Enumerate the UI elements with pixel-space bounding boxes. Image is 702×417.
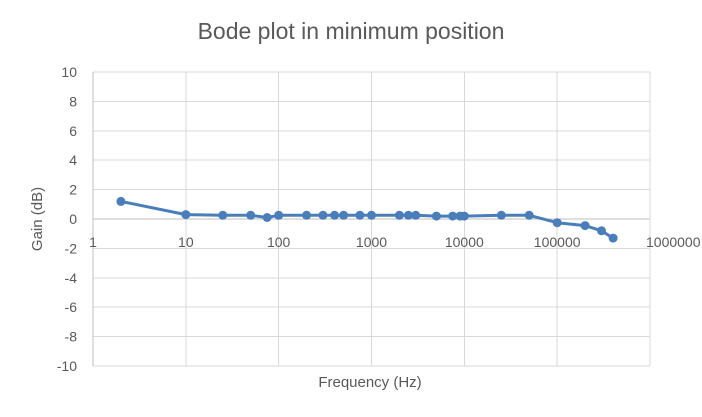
data-point bbox=[431, 211, 441, 221]
data-point bbox=[367, 210, 376, 220]
data-point bbox=[262, 213, 272, 222]
x-tick-label: 10 bbox=[178, 234, 194, 250]
data-point bbox=[403, 210, 413, 220]
y-tick-label: -4 bbox=[65, 270, 78, 286]
series bbox=[116, 196, 618, 243]
data-point bbox=[339, 210, 349, 220]
data-point bbox=[608, 233, 618, 243]
data-point bbox=[318, 210, 328, 220]
data-point bbox=[181, 210, 191, 220]
data-point bbox=[580, 221, 590, 231]
y-tick-label: 6 bbox=[69, 123, 77, 139]
data-point bbox=[218, 210, 228, 220]
series-line bbox=[119, 199, 615, 240]
x-tick-label: 100000 bbox=[534, 234, 581, 250]
x-tick-label: 100 bbox=[267, 234, 291, 250]
data-point bbox=[302, 210, 312, 220]
y-tick-label: -8 bbox=[65, 329, 78, 345]
y-tick-label: 8 bbox=[69, 93, 77, 109]
data-point bbox=[274, 210, 284, 220]
x-tick-label: 10000 bbox=[445, 234, 484, 250]
data-point bbox=[411, 210, 421, 220]
data-point bbox=[394, 210, 404, 220]
y-tick-label: 2 bbox=[69, 182, 77, 198]
x-axis-title: Frequency (Hz) bbox=[318, 374, 421, 391]
x-tick-label: 1 bbox=[89, 234, 97, 250]
data-point bbox=[355, 210, 365, 220]
data-point bbox=[116, 196, 126, 206]
data-point bbox=[552, 218, 562, 228]
y-tick-label: 0 bbox=[69, 211, 77, 227]
y-tick-label: -2 bbox=[65, 240, 78, 256]
y-tick-labels: 10 8 6 4 2 0 -2 -4 -6 -8 -10 bbox=[57, 64, 77, 374]
x-tick-label: 1000 bbox=[356, 234, 387, 250]
y-tick-label: -6 bbox=[65, 299, 78, 315]
y-tick-label: 10 bbox=[61, 64, 77, 80]
y-axis-title: Gain (dB) bbox=[29, 187, 46, 251]
x-tick-labels: 1 10 100 1000 10000 100000 1000000 bbox=[89, 234, 701, 250]
chart-title: Bode plot in minimum position bbox=[198, 18, 505, 44]
y-tick-label: -10 bbox=[57, 358, 77, 374]
data-point bbox=[448, 211, 458, 221]
y-tick-label: 4 bbox=[69, 152, 77, 168]
data-point bbox=[597, 226, 606, 236]
x-tick-label: 1000000 bbox=[646, 234, 701, 250]
data-point bbox=[330, 210, 340, 220]
data-point bbox=[524, 210, 534, 220]
data-point bbox=[496, 210, 506, 220]
data-point bbox=[246, 210, 256, 220]
data-point bbox=[459, 211, 469, 221]
